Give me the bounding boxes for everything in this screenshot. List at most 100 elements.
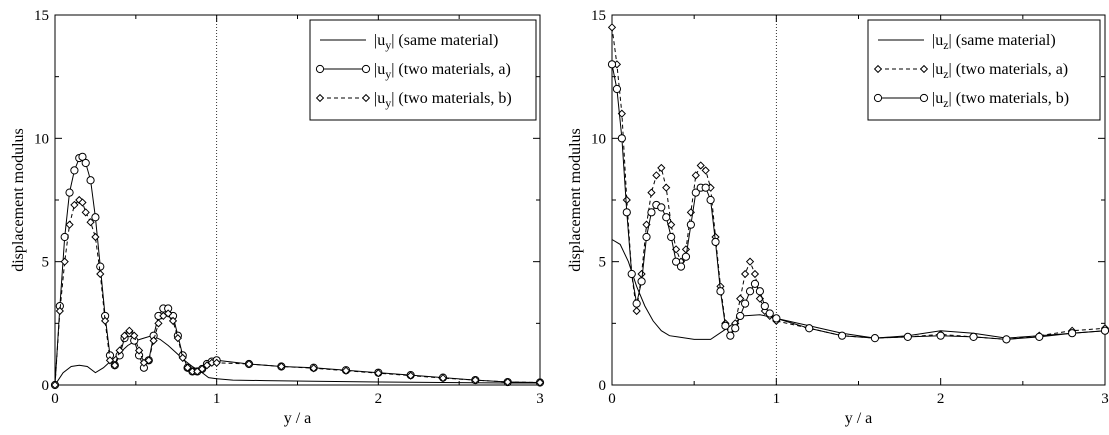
data-point [1035, 332, 1044, 341]
data-point [765, 309, 774, 318]
data-point [750, 269, 760, 279]
data-point [91, 232, 100, 242]
series-3 [607, 60, 1109, 344]
y-tick-label: 15 [34, 8, 49, 24]
legend-marker [919, 93, 929, 103]
data-point [805, 324, 814, 333]
data-point [81, 158, 90, 168]
data-point [105, 356, 115, 365]
data-point [503, 377, 512, 387]
data-point [671, 257, 681, 266]
data-point [657, 203, 666, 212]
series-2 [50, 152, 545, 390]
data-point [696, 161, 705, 170]
data-point [711, 237, 720, 247]
data-point [667, 232, 676, 242]
data-point [438, 373, 448, 383]
data-point [1002, 335, 1011, 344]
data-point [657, 163, 666, 173]
data-point [622, 208, 631, 217]
data-point [70, 166, 79, 175]
data-point [244, 359, 254, 369]
data-point [341, 366, 351, 375]
x-tick-label: 1 [773, 391, 781, 407]
data-point [637, 277, 646, 286]
data-point [627, 269, 636, 279]
x-tick-label: 0 [51, 391, 59, 407]
legend-box [867, 19, 1101, 121]
data-point [1100, 326, 1109, 335]
data-point [65, 188, 74, 197]
data-point [686, 220, 695, 229]
data-point [701, 183, 710, 192]
series-1 [54, 335, 540, 386]
data-point [70, 200, 79, 210]
data-point [745, 257, 755, 266]
data-point [736, 294, 745, 303]
data-point [607, 23, 617, 32]
data-point [130, 331, 139, 340]
series-line [54, 199, 541, 386]
data-point [125, 326, 134, 335]
data-point [173, 334, 182, 343]
data-point [78, 152, 87, 161]
data-point [406, 371, 415, 380]
data-point [726, 331, 735, 340]
data-point [647, 208, 656, 217]
series-line [611, 64, 1106, 340]
left-panel: 0 1 2 3 0 5 10 15 y / a displacement modulus |uy| … [10, 8, 545, 427]
data-point [647, 188, 656, 197]
series-3 [50, 195, 545, 390]
legend-marker [361, 64, 371, 74]
data-point [91, 213, 100, 222]
data-point [149, 336, 158, 345]
legend: |uy| (same material) |uy| (two materials,… [309, 19, 537, 121]
legend: |uz| (same material) |uz| (two materials,… [867, 19, 1101, 121]
data-point [755, 287, 765, 296]
data-point [309, 364, 318, 373]
data-point [760, 301, 769, 311]
y-tick-label: 0 [42, 378, 50, 394]
legend-marker [873, 64, 883, 74]
data-point [120, 331, 129, 340]
data-point [716, 287, 725, 296]
data-point [706, 195, 715, 205]
data-point [632, 306, 641, 316]
data-point [681, 245, 691, 254]
data-point [110, 361, 119, 370]
data-point [78, 198, 87, 207]
data-point [741, 269, 750, 279]
data-point [691, 171, 700, 180]
x-tick-label: 0 [608, 391, 616, 407]
legend-marker [315, 64, 325, 74]
data-point [96, 262, 105, 271]
data-point [745, 287, 755, 296]
data-point [936, 331, 945, 340]
data-point [969, 332, 978, 341]
series-line [54, 335, 540, 386]
data-point [750, 279, 760, 288]
data-point [612, 84, 622, 94]
data-point [667, 220, 676, 229]
legend-marker [315, 93, 325, 103]
data-point [183, 363, 192, 372]
x-axis-label: y / a [284, 410, 312, 427]
data-point [178, 353, 187, 362]
data-point [154, 319, 163, 328]
data-point [86, 176, 95, 185]
data-point [471, 375, 480, 385]
data-point [731, 324, 740, 333]
data-point [60, 232, 69, 242]
x-tick-label: 2 [375, 391, 383, 407]
y-tick-label: 10 [591, 131, 606, 147]
data-point [837, 331, 847, 340]
data-point [632, 299, 641, 308]
legend-label: |uy| (two materials, b) [374, 90, 512, 110]
data-point [662, 183, 671, 192]
legend-label: |uy| (same material) [374, 32, 498, 52]
data-point [144, 356, 153, 365]
data-point [652, 171, 661, 180]
x-tick-label: 3 [536, 391, 544, 407]
data-point [903, 332, 912, 341]
